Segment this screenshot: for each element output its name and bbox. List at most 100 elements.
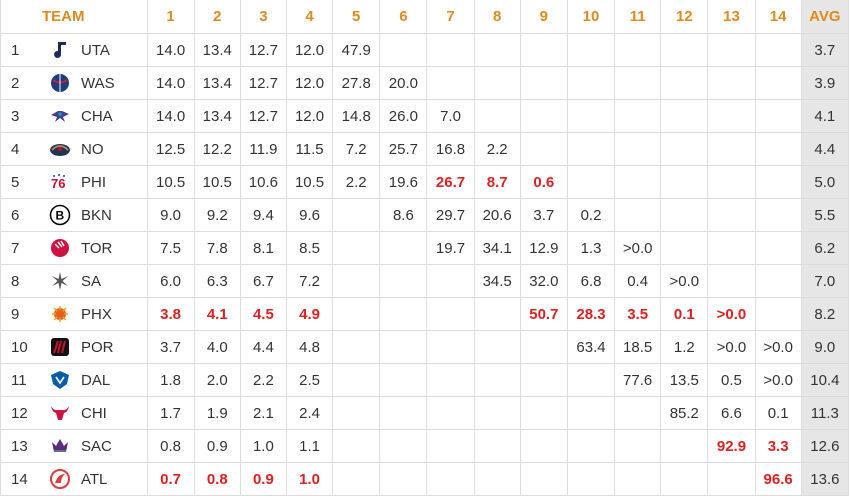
team-abbr: CHA (81, 107, 113, 125)
table-row: 8 SA 6.0 6.3 6.7 7.2 34.5 32.0 6.8 0.4 >0.0 7.0 (0, 264, 850, 298)
pick-column-header[interactable]: 7 (426, 0, 475, 34)
odds-cell (660, 231, 709, 265)
odds-cell: 13.4 (193, 66, 241, 100)
odds-cell (566, 429, 616, 463)
pick-column-header[interactable]: 10 (566, 0, 616, 34)
pick-column-header[interactable]: 5 (332, 0, 381, 34)
odds-cell: 0.8 (146, 429, 195, 463)
odds-cell (379, 264, 428, 298)
team-cell: 1 UTA (0, 33, 148, 67)
odds-cell: 77.6 (614, 363, 662, 397)
odds-cell: 9.2 (193, 198, 241, 232)
odds-cell (754, 99, 802, 133)
odds-cell (519, 33, 568, 67)
odds-cell: 7.5 (146, 231, 195, 265)
team-cell: 2 WAS (0, 66, 148, 100)
odds-cell (332, 198, 381, 232)
odds-cell (379, 396, 428, 430)
odds-cell (754, 33, 802, 67)
odds-cell: 7.2 (285, 264, 334, 298)
table-row: 6 B BKN 9.0 9.2 9.4 9.6 8.6 29.7 20.6 3.7 0.2 5.5 (0, 198, 850, 232)
odds-cell (614, 33, 662, 67)
pick-column-header[interactable]: 14 (754, 0, 802, 34)
hornet-icon (49, 105, 71, 127)
team-cell: 5 76 PHI (0, 165, 148, 199)
pick-column-header[interactable]: 13 (707, 0, 756, 34)
table-row: 13 SAC 0.8 0.9 1.0 1.1 92.9 3.3 12.6 (0, 429, 850, 463)
spurs-icon (49, 270, 71, 292)
odds-cell (519, 363, 568, 397)
odds-cell: 26.7 (426, 165, 475, 199)
odds-cell (332, 264, 381, 298)
wizards-ball-icon (49, 72, 71, 94)
odds-cell (566, 33, 616, 67)
odds-cell (566, 462, 616, 496)
pick-column-header[interactable]: 9 (519, 0, 568, 34)
hawks-icon (49, 468, 71, 490)
odds-cell (707, 165, 756, 199)
table-row: 9 PHX 3.8 4.1 4.5 4.9 50.7 28.3 3.5 0.1 >0.0 8.2 (0, 297, 850, 331)
odds-cell: 7.8 (193, 231, 241, 265)
odds-cell: 0.7 (146, 462, 195, 496)
odds-cell: 1.1 (285, 429, 334, 463)
odds-cell: 34.5 (473, 264, 521, 298)
odds-cell (566, 165, 616, 199)
odds-cell (660, 198, 709, 232)
odds-cell: 2.2 (473, 132, 521, 166)
odds-cell: 14.8 (332, 99, 381, 133)
odds-cell: 14.0 (146, 66, 195, 100)
pick-column-header[interactable]: 4 (285, 0, 334, 34)
pick-column-header[interactable]: 3 (239, 0, 287, 34)
odds-cell: 12.7 (239, 33, 287, 67)
team-cell: 12 CHI (0, 396, 148, 430)
odds-cell: 18.5 (614, 330, 662, 364)
pick-column-header[interactable]: 12 (660, 0, 709, 34)
odds-cell: 3.5 (614, 297, 662, 331)
odds-cell: 1.0 (239, 429, 287, 463)
odds-cell: 0.9 (193, 429, 241, 463)
pick-column-header[interactable]: 2 (193, 0, 241, 34)
odds-cell: >0.0 (707, 330, 756, 364)
odds-cell: >0.0 (660, 264, 709, 298)
odds-cell (332, 297, 381, 331)
avg-cell: 5.0 (800, 165, 850, 199)
odds-cell (707, 33, 756, 67)
pick-column-header[interactable]: 11 (614, 0, 662, 34)
rank-label: 4 (11, 140, 20, 158)
pick-column-header[interactable]: 6 (379, 0, 428, 34)
odds-cell (332, 231, 381, 265)
odds-cell (707, 264, 756, 298)
odds-cell (614, 132, 662, 166)
odds-cell (519, 396, 568, 430)
odds-cell (379, 429, 428, 463)
team-abbr: WAS (81, 74, 115, 92)
odds-cell: 10.5 (193, 165, 241, 199)
odds-cell: 19.6 (379, 165, 428, 199)
odds-cell: 6.0 (146, 264, 195, 298)
odds-cell: >0.0 (754, 330, 802, 364)
team-cell: 6 B BKN (0, 198, 148, 232)
odds-cell: 8.6 (379, 198, 428, 232)
odds-cell: >0.0 (754, 363, 802, 397)
avg-column-header[interactable]: AVG (800, 0, 850, 34)
odds-cell (614, 429, 662, 463)
avg-cell: 3.9 (800, 66, 850, 100)
odds-cell: 13.4 (193, 33, 241, 67)
odds-cell: 0.8 (193, 462, 241, 496)
pick-column-header[interactable]: 8 (473, 0, 521, 34)
rank-label: 12 (11, 404, 28, 422)
odds-cell: 12.5 (146, 132, 195, 166)
odds-cell (614, 396, 662, 430)
odds-cell: 0.6 (519, 165, 568, 199)
odds-cell (332, 396, 381, 430)
odds-cell (473, 363, 521, 397)
odds-cell (660, 99, 709, 133)
pick-column-header[interactable]: 1 (146, 0, 195, 34)
odds-cell: 1.7 (146, 396, 195, 430)
odds-cell (379, 33, 428, 67)
odds-cell: 47.9 (332, 33, 381, 67)
odds-cell: 19.7 (426, 231, 475, 265)
team-column-header[interactable]: TEAM (0, 0, 148, 34)
odds-cell (426, 297, 475, 331)
odds-cell: >0.0 (614, 231, 662, 265)
